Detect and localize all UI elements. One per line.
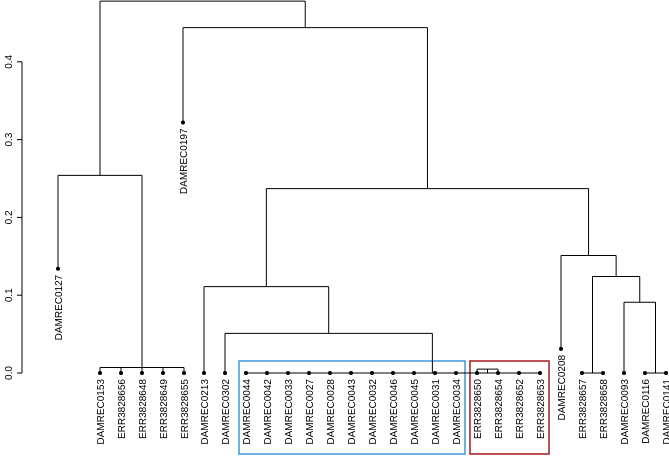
leaf-label: ERR3828658 (599, 379, 610, 439)
leaf-label: ERR3828652 (515, 379, 526, 439)
dendrogram-leaves: DAMREC0127 DAMREC0153 ERR3828656 ERR3828648… (54, 120, 669, 445)
leaf-label: DAMREC0093 (620, 379, 631, 445)
leaf-point (391, 371, 395, 375)
leaf-label: ERR3828655 (180, 379, 191, 439)
leaf-label: DAMREC0127 (54, 274, 65, 340)
leaf-label: DAMREC0116 (641, 379, 652, 444)
leaf-point (349, 371, 353, 375)
leaf-point (433, 371, 437, 375)
leaf-label: DAMREC0045 (410, 379, 421, 445)
leaf-point (622, 371, 626, 375)
leaf-point (119, 371, 123, 375)
leaf-label: ERR3828650 (473, 379, 484, 439)
leaf-label: ERR3828656 (117, 379, 128, 439)
y-tick-label: 0.3 (4, 132, 15, 146)
leaf-label: DAMREC0032 (368, 379, 379, 445)
leaf-label: DAMREC0033 (284, 379, 295, 445)
leaf-label: ERR3828648 (138, 379, 149, 439)
leaf-point (98, 371, 102, 375)
leaf-label: DAMREC0043 (347, 379, 358, 445)
leaf-point (538, 371, 542, 375)
leaf-point (223, 371, 227, 375)
leaf-label: DAMREC0042 (263, 379, 274, 445)
cluster-box (469, 360, 550, 455)
leaf-point (182, 371, 186, 375)
leaf-point (244, 371, 248, 375)
leaf-label: DAMREC0208 (557, 354, 568, 420)
leaf-label: DAMREC0028 (326, 379, 337, 445)
leaf-label: DAMREC0153 (96, 379, 107, 445)
leaf-point (664, 371, 668, 375)
leaf-label: DAMREC0213 (200, 379, 211, 445)
leaf-point (56, 266, 60, 271)
dendrogram-branches (57, 0, 666, 374)
leaf-point (643, 371, 647, 375)
y-tick-label: 0.0 (4, 366, 15, 380)
leaf-point (286, 371, 290, 375)
cluster-boxes (238, 360, 550, 455)
leaf-point (181, 120, 185, 125)
leaf-point (161, 371, 165, 375)
leaf-point (307, 371, 311, 375)
y-tick-label: 0.4 (4, 54, 15, 68)
leaf-point (265, 371, 269, 375)
cluster-box (238, 360, 466, 455)
leaf-point (475, 371, 479, 375)
leaf-point (370, 371, 374, 375)
leaf-point (601, 371, 605, 375)
leaf-point (580, 371, 584, 375)
leaf-label: DAMREC0046 (389, 379, 400, 445)
leaf-label: DAMREC0141 (662, 379, 669, 445)
leaf-point (202, 371, 206, 375)
leaf-label: DAMREC0197 (179, 128, 190, 194)
leaf-label: DAMREC0031 (431, 379, 442, 445)
leaf-label: DAMREC0027 (305, 379, 316, 445)
leaf-point (140, 371, 144, 375)
leaf-point (517, 371, 521, 375)
leaf-label: ERR3828657 (578, 379, 589, 439)
leaf-point (412, 371, 416, 375)
leaf-label: ERR3828654 (494, 379, 505, 439)
y-tick-label: 0.2 (4, 210, 15, 224)
y-axis: 0.0 0.1 0.2 0.3 0.4 (4, 54, 23, 380)
y-tick-label: 0.1 (4, 288, 15, 302)
leaf-label: ERR3828649 (159, 379, 170, 439)
leaf-point (328, 371, 332, 375)
leaf-label: DAMREC0044 (242, 379, 253, 445)
leaf-point (454, 371, 458, 375)
leaf-label: DAMREC0034 (452, 379, 463, 445)
leaf-label: ERR3828653 (536, 379, 547, 439)
leaf-point (496, 371, 500, 375)
leaf-point (559, 346, 563, 351)
leaf-label: DAMREC0302 (221, 379, 232, 445)
